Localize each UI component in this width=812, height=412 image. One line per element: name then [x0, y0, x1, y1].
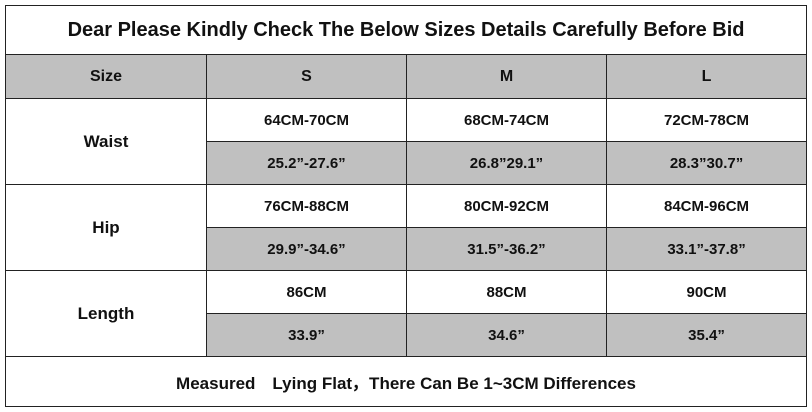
inch-cell: 26.8”29.1” — [406, 141, 607, 185]
row-label: Hip — [5, 184, 207, 271]
inch-row: 33.9” 34.6” 35.4” — [6, 313, 808, 357]
footer-note: Measured Lying Flat，There Can Be 1~3CM D… — [4, 356, 808, 407]
row-label: Waist — [5, 98, 207, 185]
inch-cell: 33.9” — [206, 313, 407, 357]
cm-cell: 84CM-96CM — [605, 184, 808, 228]
header-row: Size S M L — [5, 54, 808, 99]
cm-cell: 68CM-74CM — [406, 98, 607, 142]
cm-cell: 88CM — [406, 270, 607, 314]
inch-row: 29.9”-34.6” 31.5”-36.2” 33.1”-37.8” — [6, 227, 808, 271]
inch-cell: 33.1”-37.8” — [605, 227, 808, 271]
inch-cell: 29.9”-34.6” — [206, 227, 407, 271]
cm-cell: 64CM-70CM — [206, 98, 407, 142]
table-body: Dear Please Kindly Check The Below Sizes… — [4, 5, 808, 407]
title-row: Dear Please Kindly Check The Below Sizes… — [4, 5, 808, 55]
cm-cell: 72CM-78CM — [605, 98, 808, 142]
cm-cell: 76CM-88CM — [206, 184, 407, 228]
cm-row: Length 86CM 88CM 90CM — [5, 270, 808, 357]
cm-cell: 86CM — [206, 270, 407, 314]
cm-row: Hip 76CM-88CM 80CM-92CM 84CM-96CM — [5, 184, 808, 271]
row-label: Length — [5, 270, 207, 357]
header-cell: S — [206, 54, 407, 99]
inch-row: 25.2”-27.6” 26.8”29.1” 28.3”30.7” — [6, 141, 808, 185]
cm-cell: 90CM — [605, 270, 808, 314]
header-cell: L — [605, 54, 808, 99]
cm-row: Waist 64CM-70CM 68CM-74CM 72CM-78CM — [5, 98, 808, 185]
inch-cell: 35.4” — [605, 313, 808, 357]
cm-cell: 80CM-92CM — [406, 184, 607, 228]
header-cell: M — [406, 54, 607, 99]
inch-cell: 28.3”30.7” — [605, 141, 808, 185]
inch-cell: 31.5”-36.2” — [406, 227, 607, 271]
inch-cell: 34.6” — [406, 313, 607, 357]
inch-cell: 25.2”-27.6” — [206, 141, 407, 185]
footer-row: Measured Lying Flat，There Can Be 1~3CM D… — [4, 356, 808, 407]
header-cell: Size — [5, 54, 207, 99]
size-table: Dear Please Kindly Check The Below Sizes… — [4, 5, 808, 407]
title: Dear Please Kindly Check The Below Sizes… — [4, 5, 808, 55]
